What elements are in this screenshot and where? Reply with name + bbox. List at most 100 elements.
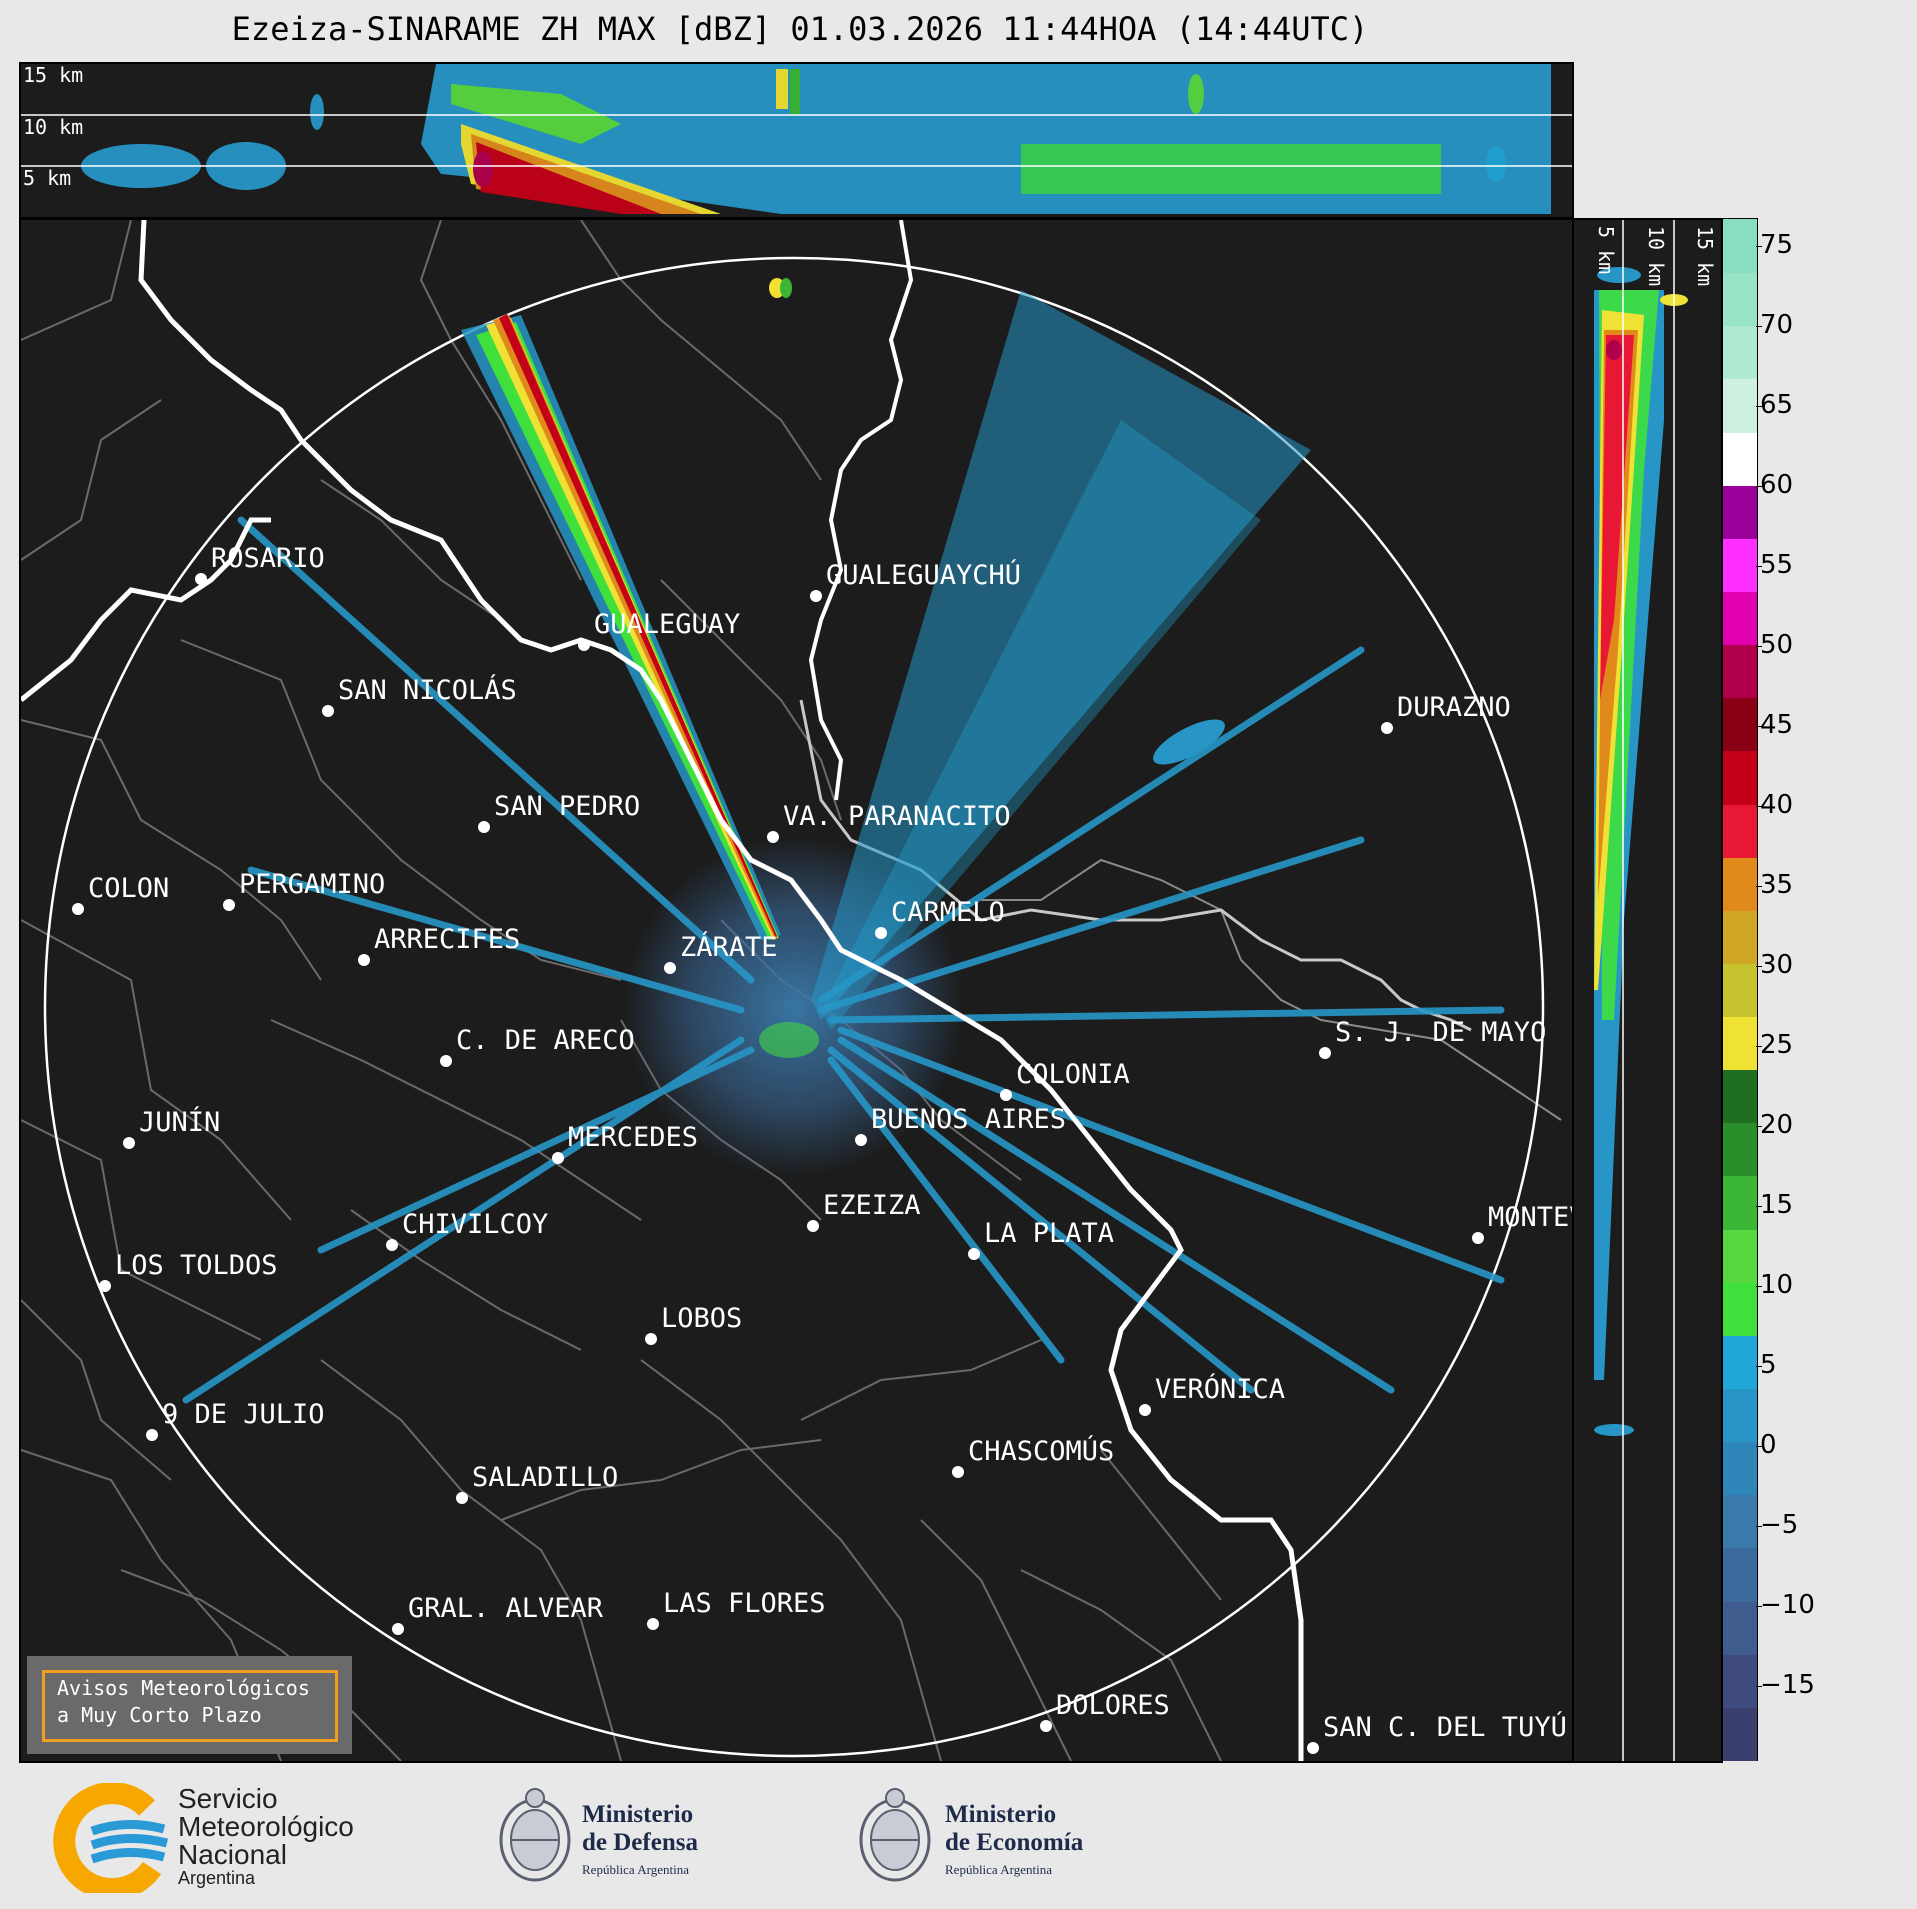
city-dot [552, 1152, 564, 1164]
city-dot [1000, 1089, 1012, 1101]
colorbar-segment [1723, 1388, 1757, 1443]
radar-map-svg: ROSARIO GUALEGUAYCHÚ GUALEGUAY SAN NICOLÁS D… [21, 220, 1572, 1761]
colorbar [1722, 218, 1758, 1761]
city-marker: C. DE ARECO [440, 1025, 635, 1067]
colorbar-tick-label: 50 [1760, 630, 1794, 660]
colorbar-tick-label: 55 [1760, 550, 1794, 580]
city-marker: GRAL. ALVEAR [392, 1593, 604, 1635]
city-marker: EZEIZA [807, 1190, 921, 1232]
colorbar-segment [1723, 1600, 1757, 1655]
city-label: CHASCOMÚS [968, 1435, 1114, 1467]
colorbar-segment [1723, 697, 1757, 752]
colorbar-tick-mark [1756, 1446, 1762, 1447]
radar-map[interactable]: ROSARIO GUALEGUAYCHÚ GUALEGUAY SAN NICOLÁS D… [19, 218, 1574, 1763]
city-marker: MONTEVIDEO [1472, 1202, 1572, 1244]
colorbar-segment [1723, 750, 1757, 805]
side-section-svg: 5 km 10 km 15 km [1594, 220, 1717, 1761]
colorbar-tick-label: −15 [1760, 1670, 1815, 1700]
city-label: EZEIZA [823, 1190, 921, 1221]
defensa-line-1: Ministerio [582, 1801, 694, 1828]
colorbar-segment [1723, 1334, 1757, 1390]
colorbar-segment [1723, 1228, 1757, 1283]
colorbar-segment [1723, 1547, 1757, 1602]
smn-line-3: Nacional [178, 1839, 287, 1870]
city-marker: CARMELO [875, 897, 1005, 939]
city-dot [578, 639, 590, 651]
colorbar-tick-label: 20 [1760, 1110, 1794, 1140]
city-dot [664, 962, 676, 974]
colorbar-segment [1723, 644, 1757, 699]
city-label: BUENOS AIRES [871, 1104, 1066, 1135]
side-alt-label-10: 10 km [1644, 226, 1668, 286]
colorbar-tick-mark [1756, 1526, 1762, 1527]
city-marker: CHIVILCOY [386, 1209, 548, 1251]
city-dot [440, 1055, 452, 1067]
colorbar-tick-label: 30 [1760, 950, 1794, 980]
colorbar-tick-label: 65 [1760, 390, 1794, 420]
colorbar-tick-mark [1756, 646, 1762, 647]
city-label: LOBOS [661, 1303, 742, 1334]
city-dot [1472, 1232, 1484, 1244]
city-dot [767, 831, 779, 843]
colorbar-tick-mark [1756, 326, 1762, 327]
city-marker: MERCEDES [552, 1122, 698, 1164]
colorbar-tick-label: −5 [1760, 1510, 1799, 1540]
city-dot [386, 1239, 398, 1251]
colorbar-segment [1723, 537, 1757, 592]
top-alt-label-5: 5 km [23, 166, 71, 190]
city-marker: LOS TOLDOS [99, 1250, 278, 1292]
uruguay-river-line [808, 220, 914, 801]
top-section-svg: 15 km 10 km 5 km [21, 64, 1572, 214]
city-dot [322, 705, 334, 717]
city-marker: COLONIA [1000, 1059, 1130, 1101]
city-dot [810, 590, 822, 602]
footer: Servicio Meteorológico Nacional Argentin… [0, 1763, 1917, 1909]
city-label: MERCEDES [568, 1122, 698, 1153]
colorbar-segment [1723, 1441, 1757, 1496]
colorbar-segment [1723, 590, 1757, 646]
city-marker: COLON [72, 873, 169, 915]
city-label: LAS FLORES [663, 1588, 826, 1619]
city-marker: LOBOS [645, 1303, 742, 1345]
radar-echoes [182, 278, 1505, 1404]
city-dot [223, 899, 235, 911]
city-label: LA PLATA [984, 1218, 1114, 1249]
city-label: LOS TOLDOS [115, 1250, 278, 1281]
city-label: MONTEVIDEO [1488, 1202, 1572, 1233]
colorbar-segment [1723, 484, 1757, 539]
city-label: ARRECIFES [374, 924, 520, 955]
colorbar-tick-mark [1756, 246, 1762, 247]
city-label: COLONIA [1016, 1059, 1130, 1090]
city-dot [968, 1248, 980, 1260]
notice-line-2: a Muy Corto Plazo [57, 1703, 262, 1727]
colorbar-tick-mark [1756, 1686, 1762, 1687]
side-alt-label-5: 5 km [1594, 226, 1618, 274]
economia-line-3: República Argentina [945, 1862, 1052, 1877]
city-dot [1040, 1720, 1052, 1732]
city-label: S. J. DE MAYO [1335, 1017, 1546, 1048]
city-label: DOLORES [1056, 1690, 1170, 1721]
colorbar-tick-mark [1756, 886, 1762, 887]
defensa-line-2: de Defensa [582, 1829, 698, 1856]
city-dot [195, 573, 207, 585]
notice-line-1: Avisos Meteorológicos [57, 1676, 310, 1700]
colorbar-segment [1723, 1122, 1757, 1177]
city-marker: SALADILLO [456, 1462, 618, 1504]
colorbar-segment [1723, 1653, 1757, 1708]
smn-line-1: Servicio [178, 1783, 278, 1814]
city-marker: LA PLATA [968, 1218, 1114, 1260]
city-label: PERGAMINO [239, 869, 385, 900]
city-label: SALADILLO [472, 1462, 618, 1493]
colorbar-tick-label: 5 [1760, 1350, 1777, 1380]
smn-logo-icon [53, 1783, 169, 1893]
colorbar-tick-label: 40 [1760, 790, 1794, 820]
city-marker: SAN NICOLÁS [322, 674, 517, 717]
colorbar-segment [1723, 1281, 1757, 1336]
city-label: 9 DE JULIO [162, 1399, 325, 1430]
city-label: COLON [88, 873, 169, 904]
colorbar-tick-mark [1756, 1126, 1762, 1127]
chart-title: Ezeiza-SINARAME ZH MAX [dBZ] 01.03.2026 … [231, 10, 1369, 48]
notice-box[interactable]: Avisos Meteorológicos a Muy Corto Plazo [27, 1656, 352, 1754]
colorbar-tick-label: 35 [1760, 870, 1794, 900]
colorbar-tick-mark [1756, 566, 1762, 567]
